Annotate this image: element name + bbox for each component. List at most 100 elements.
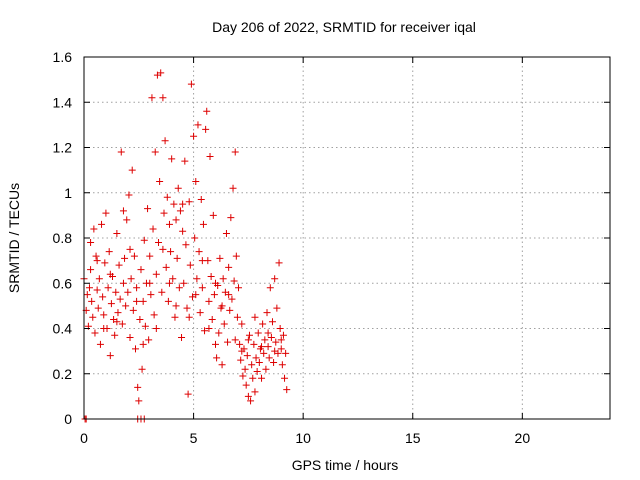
plot-frame: [83, 56, 611, 420]
data-point: [215, 329, 223, 337]
grid: [84, 57, 610, 419]
data-point: [185, 198, 193, 206]
data-point: [104, 284, 112, 292]
data-point: [141, 322, 149, 330]
data-point: [149, 225, 157, 233]
data-point: [229, 184, 237, 192]
data-point: [164, 297, 172, 305]
data-point: [199, 220, 207, 228]
data-point: [232, 252, 240, 260]
data-point: [231, 148, 239, 156]
data-point: [146, 279, 154, 287]
data-point: [140, 236, 148, 244]
data-point: [258, 343, 266, 351]
data-point: [279, 331, 287, 339]
y-tick-label: 0.8: [53, 230, 73, 246]
data-point: [233, 313, 241, 321]
data-point: [156, 177, 164, 185]
data-point: [87, 239, 95, 247]
data-point: [93, 257, 101, 265]
data-point: [247, 397, 255, 405]
data-point: [139, 297, 147, 305]
data-point: [245, 331, 253, 339]
data-point: [102, 209, 110, 217]
data-point: [184, 390, 192, 398]
data-point: [196, 309, 204, 317]
data-point: [133, 297, 141, 305]
data-point: [260, 349, 268, 357]
data-point: [252, 354, 260, 362]
data-point: [250, 340, 258, 348]
data-point: [145, 336, 153, 344]
y-tick-label: 1: [64, 185, 72, 201]
data-point: [201, 327, 209, 335]
data-point: [251, 388, 259, 396]
data-point: [96, 340, 104, 348]
data-point: [133, 284, 141, 292]
data-point: [253, 367, 261, 375]
data-point: [218, 361, 226, 369]
data-point: [130, 252, 138, 260]
data-point: [150, 311, 158, 319]
data-point: [265, 354, 273, 362]
data-point: [264, 329, 272, 337]
data-point: [167, 248, 175, 256]
data-point: [276, 325, 284, 332]
data-points: [80, 69, 291, 423]
data-point: [180, 279, 188, 287]
data-point: [210, 291, 218, 299]
data-point: [277, 336, 285, 344]
y-tick-label: 1.2: [53, 140, 73, 156]
data-point: [258, 374, 266, 382]
data-point: [261, 336, 269, 344]
data-point: [162, 263, 170, 271]
data-point: [241, 365, 249, 373]
data-point: [244, 392, 252, 400]
data-point: [92, 252, 100, 260]
data-point: [169, 275, 177, 283]
data-point: [152, 270, 160, 278]
data-point: [105, 248, 113, 256]
data-point: [191, 234, 199, 242]
data-point: [98, 220, 106, 228]
data-point: [271, 347, 279, 355]
data-point: [181, 157, 189, 165]
data-point: [94, 304, 102, 312]
data-point: [216, 254, 224, 262]
data-point: [248, 361, 256, 369]
data-point: [237, 356, 245, 364]
data-point: [231, 336, 239, 344]
data-point: [272, 338, 280, 346]
data-point: [193, 275, 201, 283]
data-point: [113, 229, 121, 237]
data-point: [281, 374, 289, 382]
data-point: [207, 272, 215, 280]
data-point: [159, 94, 167, 102]
data-point: [170, 200, 178, 208]
data-point: [225, 263, 233, 271]
data-point: [129, 306, 137, 314]
data-point: [139, 340, 147, 348]
data-point: [198, 284, 206, 292]
data-point: [283, 386, 291, 394]
data-point: [119, 279, 127, 287]
data-point: [238, 347, 246, 355]
data-point: [155, 239, 163, 247]
data-point: [136, 315, 144, 323]
data-point: [224, 338, 232, 346]
y-tick-label: 0.4: [53, 321, 73, 337]
data-point: [205, 297, 213, 305]
data-point: [244, 336, 252, 344]
data-point: [183, 304, 191, 312]
data-point: [277, 345, 285, 353]
axis-ticks: 0 5 10 15 20 0 0.2 0.4 0.6 0.8 1 1.2 1.4 1.6: [53, 49, 610, 446]
data-point: [95, 275, 103, 283]
data-point: [138, 365, 146, 373]
data-point: [144, 205, 152, 213]
data-point: [230, 277, 238, 285]
data-point: [128, 166, 136, 174]
data-point: [259, 320, 267, 328]
data-point: [273, 304, 281, 312]
y-axis-label: SRMTID / TECUs: [6, 183, 22, 293]
data-point: [213, 354, 221, 362]
